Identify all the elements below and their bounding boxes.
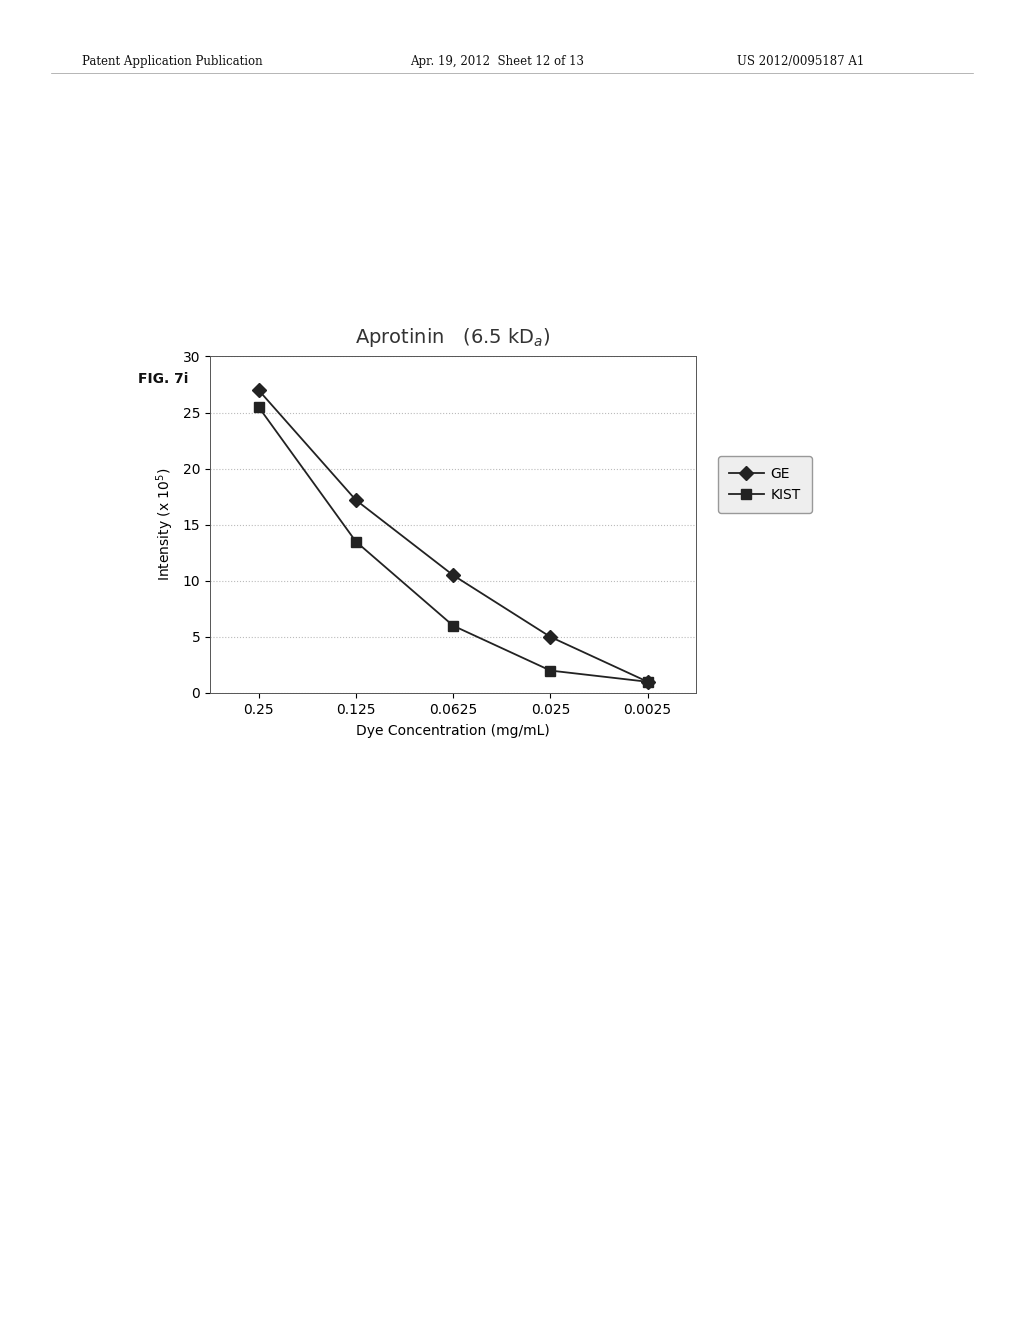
Line: GE: GE <box>254 385 652 686</box>
GE <box>252 383 264 399</box>
GE <box>545 628 557 644</box>
GE <box>349 492 362 508</box>
Y-axis label: Intensity (x 10$^5$): Intensity (x 10$^5$) <box>154 469 176 581</box>
KIST <box>349 533 362 549</box>
Text: FIG. 7i: FIG. 7i <box>138 372 188 387</box>
KIST <box>545 663 557 678</box>
Line: KIST: KIST <box>254 403 652 686</box>
KIST <box>446 618 459 634</box>
X-axis label: Dye Concentration (mg/mL): Dye Concentration (mg/mL) <box>356 723 550 738</box>
Text: Apr. 19, 2012  Sheet 12 of 13: Apr. 19, 2012 Sheet 12 of 13 <box>410 55 584 69</box>
Legend: GE, KIST: GE, KIST <box>718 455 812 513</box>
KIST <box>641 673 653 689</box>
GE <box>446 568 459 583</box>
Title: Aprotinin   (6.5 kD$_a$): Aprotinin (6.5 kD$_a$) <box>355 326 551 348</box>
Text: Patent Application Publication: Patent Application Publication <box>82 55 262 69</box>
GE <box>641 673 653 689</box>
Text: US 2012/0095187 A1: US 2012/0095187 A1 <box>737 55 864 69</box>
KIST <box>252 399 264 414</box>
